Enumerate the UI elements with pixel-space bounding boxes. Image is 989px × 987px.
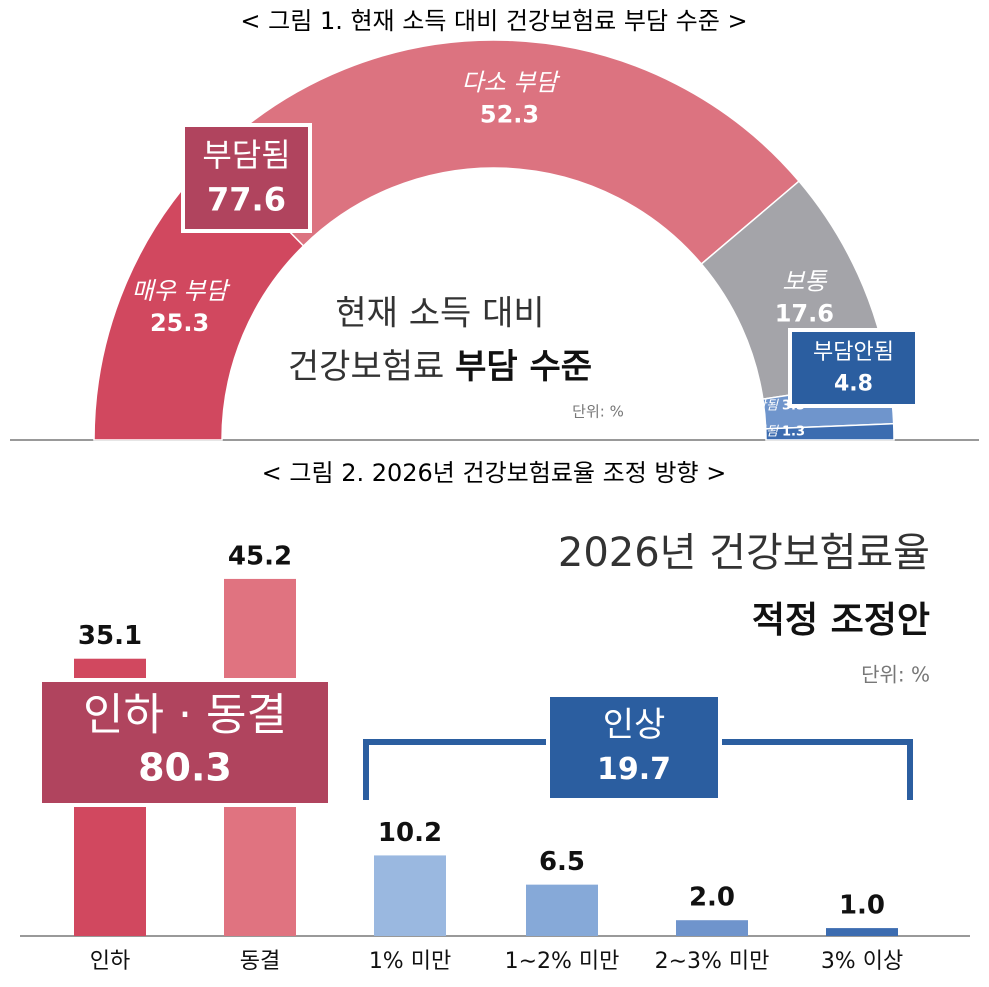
- center-text: 건강보험료 부담 수준: [288, 347, 592, 387]
- value-label: 35.1: [78, 621, 142, 651]
- value-label: 6.5: [539, 847, 585, 877]
- segment-label: 매우 부담: [132, 277, 231, 305]
- segment-value: 52.3: [480, 100, 539, 128]
- chart-title: < 그림 1. 현재 소득 대비 건강보험료 부담 수준 >: [240, 7, 747, 35]
- value-label: 10.2: [378, 818, 442, 848]
- segment-value: 17.6: [775, 300, 834, 328]
- segment-label: 보통: [782, 268, 828, 296]
- unit: 단위: %: [861, 663, 930, 687]
- group-box: [546, 693, 722, 802]
- segment-label: 전혀 부담안됨: [702, 425, 779, 440]
- x-tick-label: 3% 이상: [821, 949, 903, 974]
- value-label: 45.2: [228, 541, 292, 571]
- group-name: 부담됨: [202, 136, 290, 174]
- segment-label: 별로 부담안됨: [702, 399, 779, 414]
- group-name: 부담안됨: [813, 340, 894, 365]
- x-tick-label: 인하: [90, 949, 130, 974]
- x-tick-label: 1% 미만: [369, 949, 451, 974]
- bar: [374, 855, 446, 936]
- bar: [676, 920, 748, 936]
- donut-segment: [764, 422, 895, 441]
- value-label: 1.0: [839, 891, 885, 921]
- bar: [526, 884, 598, 936]
- chart-title: < 그림 2. 2026년 건강보험료율 조정 방향 >: [262, 459, 727, 487]
- bar-chart: 35.1 인하 45.2 동결 10.2 1% 미만 6.5 1∼2% 미만 2.0 2∼3% 미…: [38, 541, 903, 974]
- group-value: 4.8: [834, 372, 873, 397]
- x-tick-label: 동결: [240, 949, 280, 974]
- segment-value: 1.3: [782, 425, 805, 440]
- center-text: 현재 소득 대비: [335, 294, 544, 334]
- group-box: [181, 123, 312, 233]
- group-box: [38, 678, 332, 807]
- x-tick-label: 2∼3% 미만: [655, 949, 770, 974]
- unit: 단위: %: [572, 403, 624, 421]
- x-tick-label: 1∼2% 미만: [505, 949, 620, 974]
- group-value: 19.7: [597, 752, 671, 787]
- subtitle: 2026년 건강보험료율: [558, 530, 930, 576]
- center-text-bold: 부담 수준: [455, 347, 592, 387]
- segment-label: 다소 부담: [462, 68, 561, 96]
- bar: [826, 928, 898, 936]
- segment-value: 25.3: [150, 309, 209, 337]
- value-label: 2.0: [689, 883, 735, 913]
- center-text: 건강보험료: [288, 347, 444, 387]
- group-box: [788, 328, 919, 408]
- donut-segment: [212, 39, 801, 266]
- group-value: 77.6: [207, 180, 286, 218]
- subtitle: 적정 조정안: [752, 600, 930, 641]
- group-name: 인상: [603, 705, 666, 745]
- group-name: 인하 · 동결: [83, 690, 287, 741]
- group-value: 80.3: [138, 746, 232, 790]
